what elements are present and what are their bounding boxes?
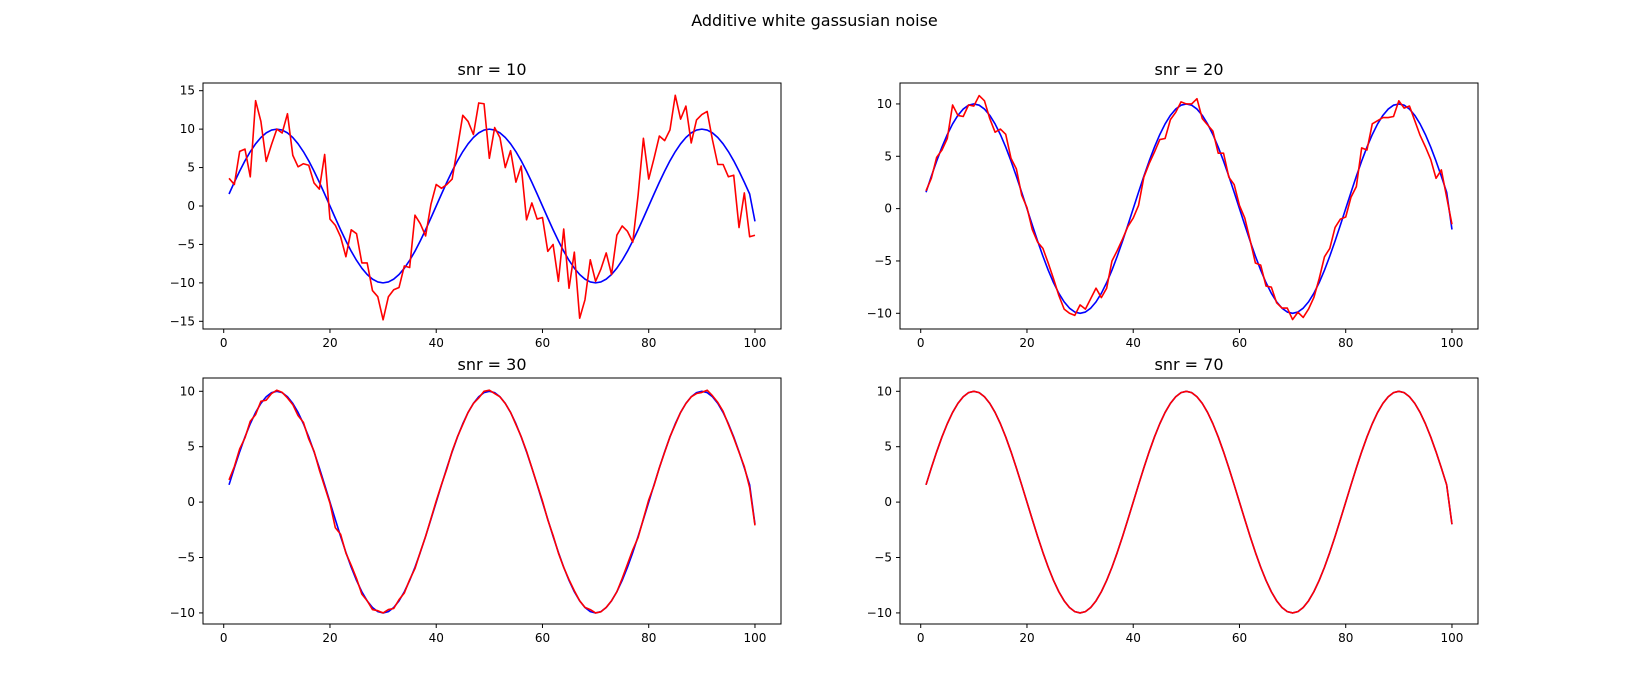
y-tick-label: −5	[177, 237, 195, 251]
x-tick-label: 40	[1126, 631, 1141, 645]
x-tick-label: 100	[1441, 631, 1464, 645]
x-tick-label: 80	[641, 336, 656, 350]
y-tick-label: 15	[180, 84, 195, 98]
x-tick-label: 40	[1126, 336, 1141, 350]
y-tick-label: −10	[867, 306, 892, 320]
subplot-title: snr = 20	[1155, 60, 1224, 79]
noisy-signal-line	[925, 94, 1453, 321]
noisy-signal-line	[228, 389, 756, 614]
axes-frame	[202, 82, 782, 330]
y-tick-label: −10	[867, 606, 892, 620]
subplot-1: 0 20 40 60 80 100 −15 −10 −5 0 5 10 15 snr = 10	[170, 60, 782, 350]
x-tick-label: 60	[1232, 631, 1247, 645]
clean-signal-line	[925, 103, 1453, 315]
x-tick-label: 20	[1019, 336, 1034, 350]
x-tick-label: 40	[429, 336, 444, 350]
axes-frame	[202, 377, 782, 625]
x-tick-label: 100	[1441, 336, 1464, 350]
x-tick-label: 80	[641, 631, 656, 645]
x-tick-label: 100	[744, 336, 767, 350]
x-tick-label: 0	[220, 631, 228, 645]
y-tick-label: 5	[884, 440, 892, 454]
subplot-2: 0 20 40 60 80 100 −10 −5 0 5 10 snr = 20	[867, 60, 1479, 350]
subplot-title: snr = 30	[458, 355, 527, 374]
subplot-title: snr = 10	[458, 60, 527, 79]
x-tick-label: 0	[220, 336, 228, 350]
y-tick-label: −10	[170, 606, 195, 620]
x-tick-label: 100	[744, 631, 767, 645]
y-tick-label: 5	[187, 440, 195, 454]
y-tick-label: 5	[187, 161, 195, 175]
x-tick-label: 60	[535, 631, 550, 645]
x-tick-label: 40	[429, 631, 444, 645]
axes-frame	[899, 377, 1479, 625]
y-tick-label: −15	[170, 314, 195, 328]
y-tick-label: 10	[877, 384, 892, 398]
y-tick-label: 0	[187, 495, 195, 509]
y-tick-label: 10	[877, 97, 892, 111]
x-tick-label: 60	[1232, 336, 1247, 350]
y-tick-label: 5	[884, 149, 892, 163]
x-tick-label: 0	[917, 336, 925, 350]
y-tick-label: 10	[180, 122, 195, 136]
clean-signal-line	[228, 128, 756, 284]
y-tick-label: −10	[170, 276, 195, 290]
y-tick-label: −5	[874, 254, 892, 268]
subplot-4: 0 20 40 60 80 100 −10 −5 0 5 10 snr = 70	[867, 355, 1479, 645]
x-tick-label: 0	[917, 631, 925, 645]
y-tick-label: 0	[187, 199, 195, 213]
noisy-signal-line	[925, 390, 1453, 614]
figure-title: Additive white gassusian noise	[691, 11, 938, 30]
x-tick-label: 60	[535, 336, 550, 350]
subplot-3: 0 20 40 60 80 100 −10 −5 0 5 10 snr = 30	[170, 355, 782, 645]
x-tick-label: 80	[1338, 631, 1353, 645]
y-tick-label: 0	[884, 495, 892, 509]
noisy-signal-line	[228, 94, 756, 321]
y-tick-label: −5	[177, 551, 195, 565]
subplot-title: snr = 70	[1155, 355, 1224, 374]
x-tick-label: 80	[1338, 336, 1353, 350]
axes-frame	[899, 82, 1479, 330]
x-tick-label: 20	[1019, 631, 1034, 645]
clean-signal-line	[925, 390, 1453, 614]
y-tick-label: −5	[874, 551, 892, 565]
y-tick-label: 10	[180, 384, 195, 398]
y-tick-label: 0	[884, 202, 892, 216]
x-tick-label: 20	[322, 631, 337, 645]
x-tick-label: 20	[322, 336, 337, 350]
